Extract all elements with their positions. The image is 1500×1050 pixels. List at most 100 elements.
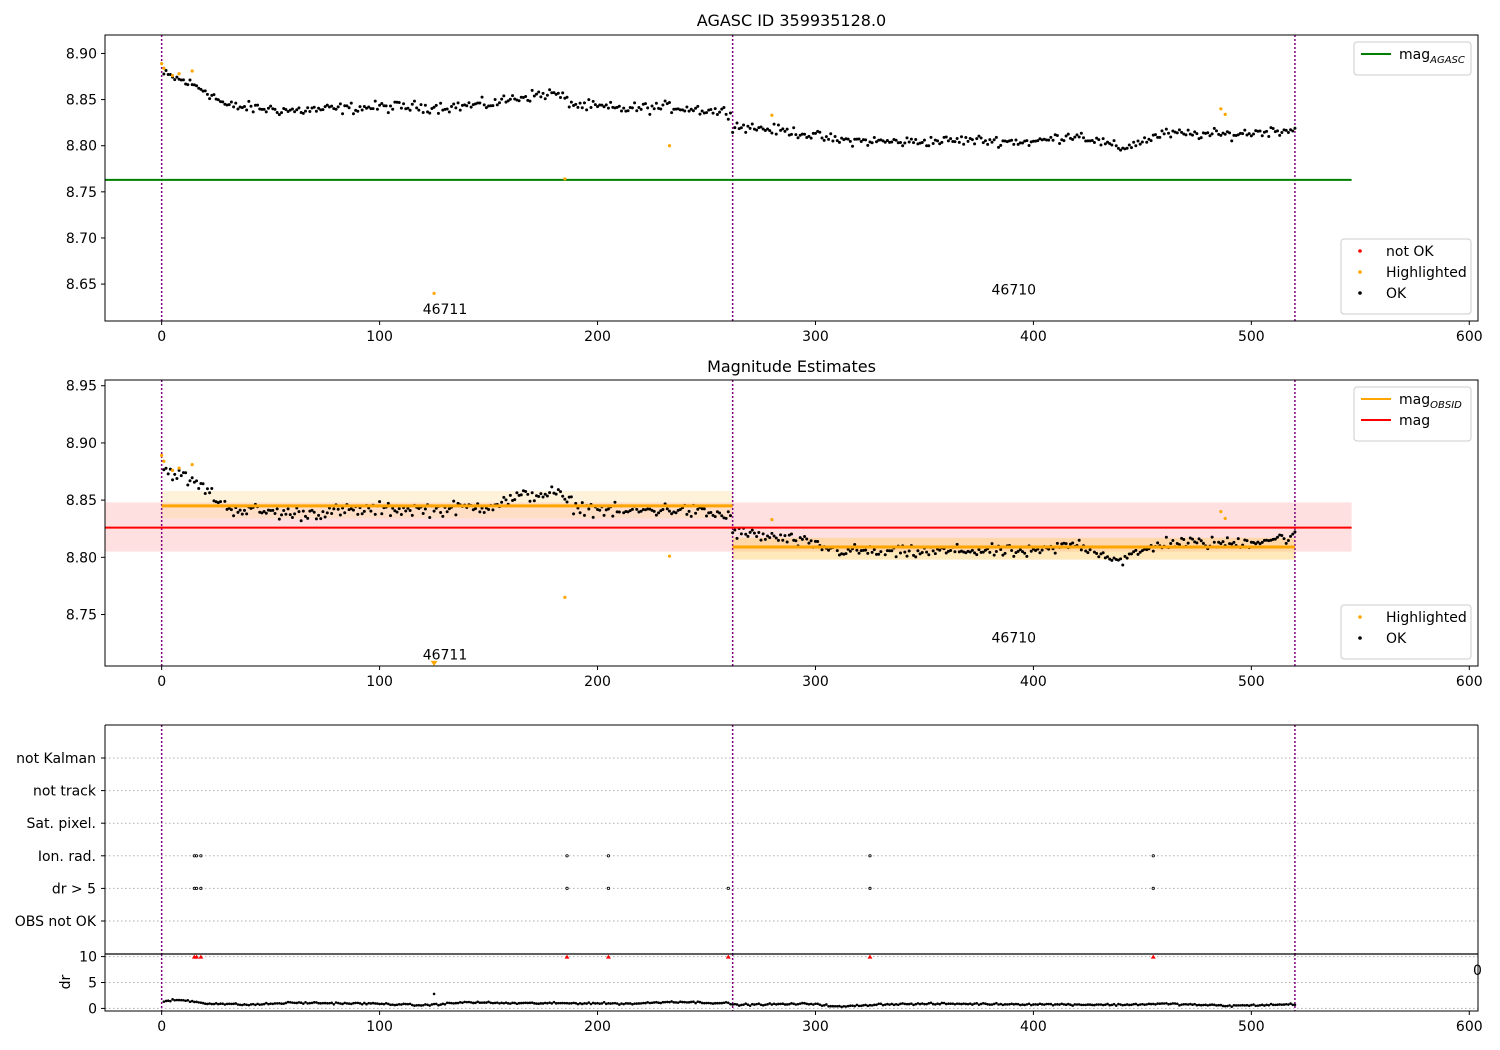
- ok-point: [297, 106, 301, 110]
- dr-point: [809, 1002, 813, 1006]
- dr-point: [770, 1003, 774, 1006]
- ok-point: [582, 513, 586, 517]
- ok-point: [724, 112, 728, 116]
- ok-point: [517, 99, 521, 103]
- dr-outlier-series: [432, 992, 436, 996]
- ok-point: [744, 532, 748, 536]
- flag-category-label: Ion. rad.: [38, 849, 96, 865]
- dr-point: [166, 999, 170, 1003]
- dr-point: [722, 1001, 726, 1005]
- ok-point: [661, 507, 665, 511]
- dr-point: [589, 1002, 593, 1006]
- dr-point: [445, 1001, 449, 1005]
- dr-point: [387, 1002, 390, 1006]
- ok-point: [275, 111, 279, 115]
- ok-point: [635, 507, 639, 511]
- ok-point: [495, 103, 499, 107]
- dr-point: [1184, 1002, 1188, 1006]
- dr-point: [726, 1001, 730, 1005]
- ok-point: [317, 513, 321, 517]
- dr-point: [990, 1003, 994, 1006]
- dr-point: [1023, 1003, 1026, 1007]
- clipped-dr-marker: [1150, 954, 1156, 959]
- dr-point: [901, 1002, 904, 1005]
- dr-point: [655, 1000, 658, 1004]
- ok-point: [643, 102, 647, 106]
- ok-point: [678, 507, 682, 511]
- ok-point: [332, 507, 336, 511]
- dr-point: [458, 1001, 462, 1004]
- ok-point: [687, 509, 691, 513]
- dr-point: [805, 1002, 809, 1006]
- ok-point: [1171, 539, 1175, 543]
- ok-point: [447, 110, 451, 114]
- obsid-label: 46711: [423, 302, 468, 318]
- ok-point: [1073, 135, 1077, 139]
- dr-point: [615, 1002, 619, 1005]
- ok-point: [537, 90, 541, 94]
- highlighted-point: [1219, 509, 1223, 514]
- dr-point: [495, 1001, 499, 1004]
- ok-point: [728, 514, 732, 518]
- dr-point: [657, 1001, 660, 1004]
- ok-point: [768, 129, 772, 133]
- ok-point: [1132, 140, 1136, 144]
- dr-point: [703, 1001, 706, 1005]
- dr-point: [188, 1000, 192, 1004]
- y-tick-label: 8.90: [66, 46, 97, 62]
- x-tick-label: 100: [366, 674, 393, 690]
- ok-point: [314, 517, 318, 521]
- ok-point: [752, 531, 756, 535]
- ok-point: [953, 550, 957, 554]
- dr-point: [452, 1002, 455, 1005]
- ok-point: [561, 91, 565, 95]
- ok-point: [341, 112, 345, 116]
- ok-point: [1029, 549, 1033, 553]
- dr-point: [716, 1001, 719, 1005]
- ok-point: [175, 75, 179, 79]
- ok-point: [1247, 132, 1251, 136]
- ok-point: [992, 138, 996, 142]
- ok-point: [663, 99, 667, 103]
- dr-point: [694, 1001, 697, 1005]
- ok-point: [639, 509, 643, 513]
- ok-point: [452, 499, 456, 503]
- dr-point: [899, 1002, 902, 1006]
- ok-point: [558, 95, 562, 99]
- flag-category-label: dr > 5: [52, 881, 96, 897]
- ok-point: [718, 110, 722, 114]
- x-tick-label: 600: [1456, 329, 1483, 345]
- dr-point: [262, 1002, 266, 1006]
- legend-item-label: OK: [1386, 286, 1407, 302]
- dr-point: [256, 1002, 259, 1006]
- dr-point: [984, 1002, 987, 1005]
- flag-marker: [194, 854, 199, 858]
- ok-point: [944, 135, 948, 139]
- dr-point: [482, 1001, 486, 1004]
- ok-point: [685, 105, 689, 109]
- dr-point: [894, 1002, 898, 1006]
- dr-point: [382, 1002, 386, 1006]
- ok-point: [188, 78, 192, 82]
- dr-point: [474, 1001, 477, 1005]
- highlighted-point: [667, 554, 672, 558]
- ok-point: [293, 110, 297, 114]
- legend-dot-swatch: [1358, 270, 1362, 274]
- ok-point: [633, 101, 637, 105]
- ok-point: [813, 539, 817, 543]
- dr-point: [430, 1003, 434, 1006]
- ok-point: [654, 513, 658, 517]
- ok-point: [1206, 131, 1210, 135]
- ok-point: [759, 125, 763, 129]
- dr-point: [319, 1002, 323, 1005]
- x-tick-label: 500: [1238, 329, 1265, 345]
- dr-point: [509, 1002, 512, 1005]
- ok-point: [541, 91, 545, 95]
- ok-point: [406, 506, 410, 510]
- obsid-label: 46711: [423, 648, 468, 664]
- dr-point: [602, 1000, 606, 1004]
- dr-point: [554, 1002, 558, 1005]
- dr-point: [718, 1001, 721, 1005]
- dr-point: [866, 1004, 870, 1008]
- ok-point: [186, 83, 190, 87]
